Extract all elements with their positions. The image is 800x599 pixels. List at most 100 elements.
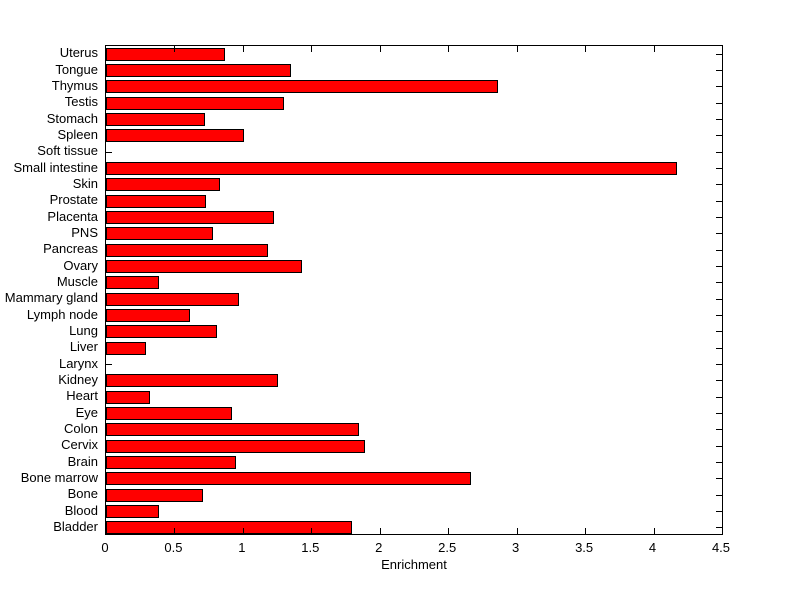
y-tick-label: Eye xyxy=(75,404,98,420)
x-tick xyxy=(174,528,176,534)
y-tick xyxy=(716,331,722,333)
x-tick xyxy=(585,46,587,52)
y-tick-label: Mammary gland xyxy=(4,290,98,306)
bar xyxy=(106,325,217,339)
y-tick xyxy=(716,184,722,186)
y-tick xyxy=(716,282,722,284)
y-tick xyxy=(716,119,722,120)
y-tick-label: Colon xyxy=(64,420,98,436)
y-tick-label: Skin xyxy=(72,175,98,191)
y-tick-label: Testis xyxy=(64,94,98,110)
bar xyxy=(106,309,190,322)
y-tick-label: Kidney xyxy=(58,371,98,387)
bar xyxy=(106,341,146,355)
x-tick xyxy=(174,46,176,52)
y-tick xyxy=(716,233,722,235)
bar xyxy=(106,439,365,453)
y-tick xyxy=(716,86,722,88)
bar xyxy=(106,423,359,437)
x-tick-label: 2 xyxy=(375,540,383,555)
y-tick-label: Liver xyxy=(69,339,98,355)
bar xyxy=(106,80,498,94)
y-tick xyxy=(106,151,112,153)
plot-area xyxy=(105,45,723,535)
y-tick xyxy=(716,298,722,300)
x-tick xyxy=(311,528,313,534)
y-tick-label: Tongue xyxy=(55,61,98,77)
x-tick xyxy=(448,528,450,534)
bar xyxy=(106,521,352,535)
bar xyxy=(106,129,244,143)
y-tick-label: Muscle xyxy=(56,273,98,289)
y-tick xyxy=(716,168,722,169)
bar xyxy=(106,390,150,404)
bar xyxy=(106,374,278,388)
y-tick-label: Stomach xyxy=(46,110,98,126)
y-tick-label: Thymus xyxy=(51,77,98,93)
y-tick xyxy=(716,70,722,71)
y-tick xyxy=(716,217,722,218)
x-tick xyxy=(516,46,518,52)
y-tick xyxy=(716,511,722,512)
x-tick xyxy=(379,528,381,534)
x-tick-label: 0 xyxy=(101,540,109,555)
x-tick-label: 4.5 xyxy=(711,540,731,555)
y-tick xyxy=(716,53,722,55)
bar xyxy=(106,407,232,420)
bar xyxy=(106,178,220,192)
x-tick-label: 1 xyxy=(238,540,246,555)
x-tick-label: 3.5 xyxy=(575,540,594,555)
y-tick-label: Spleen xyxy=(57,126,98,142)
y-tick-label: PNS xyxy=(71,224,98,240)
bar xyxy=(106,488,203,502)
x-tick-label: 2.5 xyxy=(438,540,457,555)
y-tick xyxy=(716,494,722,496)
y-tick xyxy=(716,527,722,529)
x-tick xyxy=(653,528,655,534)
y-tick xyxy=(716,249,722,251)
bar xyxy=(106,260,302,273)
x-tick-label: 4 xyxy=(648,540,657,555)
x-tick xyxy=(448,46,450,52)
y-tick xyxy=(716,364,722,365)
y-tick xyxy=(716,462,722,463)
bar xyxy=(106,472,471,486)
y-tick-label: Small intestine xyxy=(13,159,98,175)
y-tick-label: Lymph node xyxy=(26,306,98,322)
y-tick xyxy=(716,200,722,202)
x-tick xyxy=(516,528,518,534)
bar xyxy=(106,505,159,518)
bar xyxy=(106,243,268,257)
y-tick-label: Larynx xyxy=(58,355,98,371)
y-tick xyxy=(716,429,722,431)
x-axis-label: Enrichment xyxy=(381,557,447,572)
x-tick-label: 3 xyxy=(512,540,520,555)
bar xyxy=(106,211,274,224)
y-tick-label: Brain xyxy=(67,453,98,469)
bar xyxy=(106,113,205,126)
bar xyxy=(106,456,236,469)
bar xyxy=(106,292,239,306)
y-tick-label: Prostate xyxy=(49,192,98,208)
x-tick xyxy=(379,46,381,52)
x-tick xyxy=(311,46,313,52)
x-tick-label: 1.5 xyxy=(301,540,320,555)
y-tick xyxy=(716,102,722,104)
y-tick-label: Uterus xyxy=(59,45,98,61)
y-tick-label: Pancreas xyxy=(43,241,98,257)
bar xyxy=(106,194,206,208)
y-tick-label: Bone marrow xyxy=(20,469,98,485)
y-tick-label: Cervix xyxy=(61,437,98,453)
x-tick xyxy=(242,46,244,52)
x-tick xyxy=(242,528,244,534)
x-tick xyxy=(653,46,655,52)
y-tick xyxy=(716,380,722,382)
x-tick xyxy=(585,528,587,534)
x-tick-label: 0.5 xyxy=(164,540,183,555)
y-tick-label: Blood xyxy=(64,502,98,518)
y-tick-label: Heart xyxy=(66,388,98,404)
y-tick xyxy=(716,445,722,447)
y-tick xyxy=(716,266,722,267)
y-tick-label: Bladder xyxy=(53,518,98,534)
